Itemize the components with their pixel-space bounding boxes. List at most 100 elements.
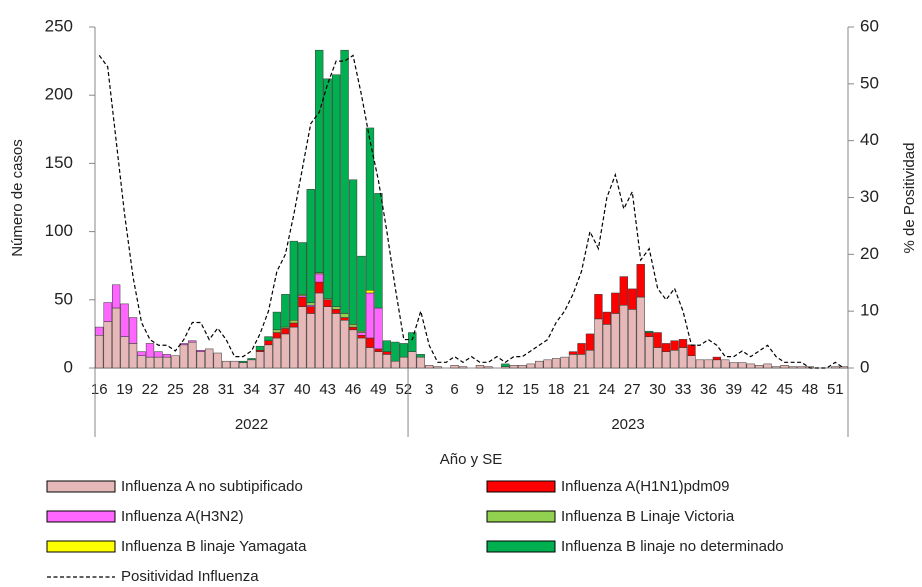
bar-segment — [408, 332, 417, 352]
x-tick-label: 49 — [370, 381, 387, 398]
bar-segment — [162, 354, 172, 358]
bar-segment — [661, 351, 671, 369]
bar-segment — [357, 332, 366, 336]
bar-segment — [501, 363, 510, 367]
x-tick-label: 33 — [675, 381, 692, 398]
x-tick-label: 43 — [319, 381, 336, 398]
bar-segment — [771, 366, 781, 369]
bar-segment — [535, 360, 544, 369]
x-tick-label: 28 — [192, 381, 209, 398]
bar-segment — [831, 366, 840, 369]
bar-segment — [188, 341, 197, 369]
legend-label: Influenza B Linaje Victoria — [561, 508, 735, 525]
bar-segment — [264, 336, 273, 341]
bar-segment — [112, 284, 121, 309]
bar-segment — [145, 356, 155, 369]
bar-segment — [408, 351, 417, 369]
legend-label: Positividad Influenza — [121, 568, 259, 585]
bar-segment — [433, 366, 442, 369]
legend-swatch — [46, 480, 116, 493]
legend-swatch — [486, 540, 556, 553]
bar-segment — [763, 363, 772, 369]
bar-segment — [619, 305, 628, 369]
positivity-line — [98, 54, 845, 369]
x-tick-label: 45 — [776, 381, 793, 398]
bar-segment — [746, 363, 755, 369]
bar-segment — [289, 320, 298, 324]
bar-segment — [340, 49, 349, 314]
bar-segment — [137, 355, 146, 369]
bar-segment — [357, 255, 366, 332]
bar-segment — [475, 365, 485, 369]
bar-segment — [594, 318, 603, 369]
bar-segment — [188, 340, 197, 343]
bar-segment — [365, 292, 375, 339]
x-tick-label: 21 — [573, 381, 590, 398]
bar-segment — [636, 264, 645, 298]
bar-segment — [526, 363, 535, 369]
bar-segment — [484, 366, 493, 369]
bar-segment — [323, 299, 332, 307]
y-tick-label: 150 — [45, 153, 73, 172]
bar-segment — [179, 343, 188, 346]
bar-segment — [348, 324, 358, 328]
bar-segment — [577, 343, 586, 355]
y2-tick-label: 10 — [860, 301, 879, 320]
bar-segment — [154, 351, 163, 358]
bar-segment — [281, 328, 290, 335]
bar-segment — [755, 365, 764, 369]
bar-segment — [382, 354, 392, 369]
bar-segment — [382, 351, 392, 355]
bar-segment — [399, 356, 408, 369]
y-tick-label: 250 — [45, 16, 73, 35]
bar-segment — [289, 326, 298, 369]
bar-segment — [315, 49, 324, 273]
y2-tick-label: 0 — [860, 357, 869, 376]
bar-segment — [568, 351, 578, 355]
bar-segment — [340, 320, 349, 369]
y2-tick-label: 20 — [860, 244, 879, 263]
bar-segment — [331, 309, 341, 314]
x-tick-label: 3 — [425, 381, 433, 398]
x-tick-label: 16 — [91, 381, 108, 398]
y-axis-title: Número de casos — [9, 139, 26, 257]
group-label: 2023 — [611, 416, 644, 433]
bar-segment — [205, 348, 214, 369]
bar-segment — [196, 351, 205, 369]
bar-segment — [298, 242, 307, 295]
bar-segment — [653, 332, 662, 348]
bar-segment — [255, 351, 265, 369]
bar-segment — [331, 313, 341, 369]
bar-segment — [645, 332, 654, 337]
bar-segment — [653, 347, 662, 369]
bar-segment — [171, 355, 180, 369]
bar-segment — [619, 276, 628, 306]
bar-segment — [221, 360, 231, 369]
legend-label: Influenza B linaje no determinado — [561, 538, 784, 555]
bar-segment — [425, 365, 434, 369]
bar-segment — [738, 362, 747, 369]
x-tick-label: 39 — [725, 381, 742, 398]
bar-segment — [348, 179, 358, 325]
bar-segment — [374, 351, 383, 369]
x-axis-title: Año y SE — [440, 451, 503, 468]
bar-segment — [306, 189, 315, 303]
bar-segment — [272, 332, 282, 339]
bar-segment — [839, 366, 848, 369]
bar-segment — [137, 351, 146, 356]
bar-segment — [645, 336, 654, 369]
bar-segment — [399, 343, 408, 358]
bar-segment — [145, 343, 155, 358]
bar-segment — [264, 340, 273, 346]
bar-segment — [238, 362, 248, 369]
y2-tick-label: 40 — [860, 130, 879, 149]
bar-segment — [255, 345, 265, 351]
group-label: 2022 — [235, 416, 268, 433]
bar-segment — [374, 193, 383, 309]
x-tick-label: 12 — [497, 381, 514, 398]
bar-segment — [416, 354, 425, 358]
x-tick-label: 27 — [624, 381, 641, 398]
bar-segment — [670, 350, 679, 369]
bar-segment — [128, 317, 138, 344]
